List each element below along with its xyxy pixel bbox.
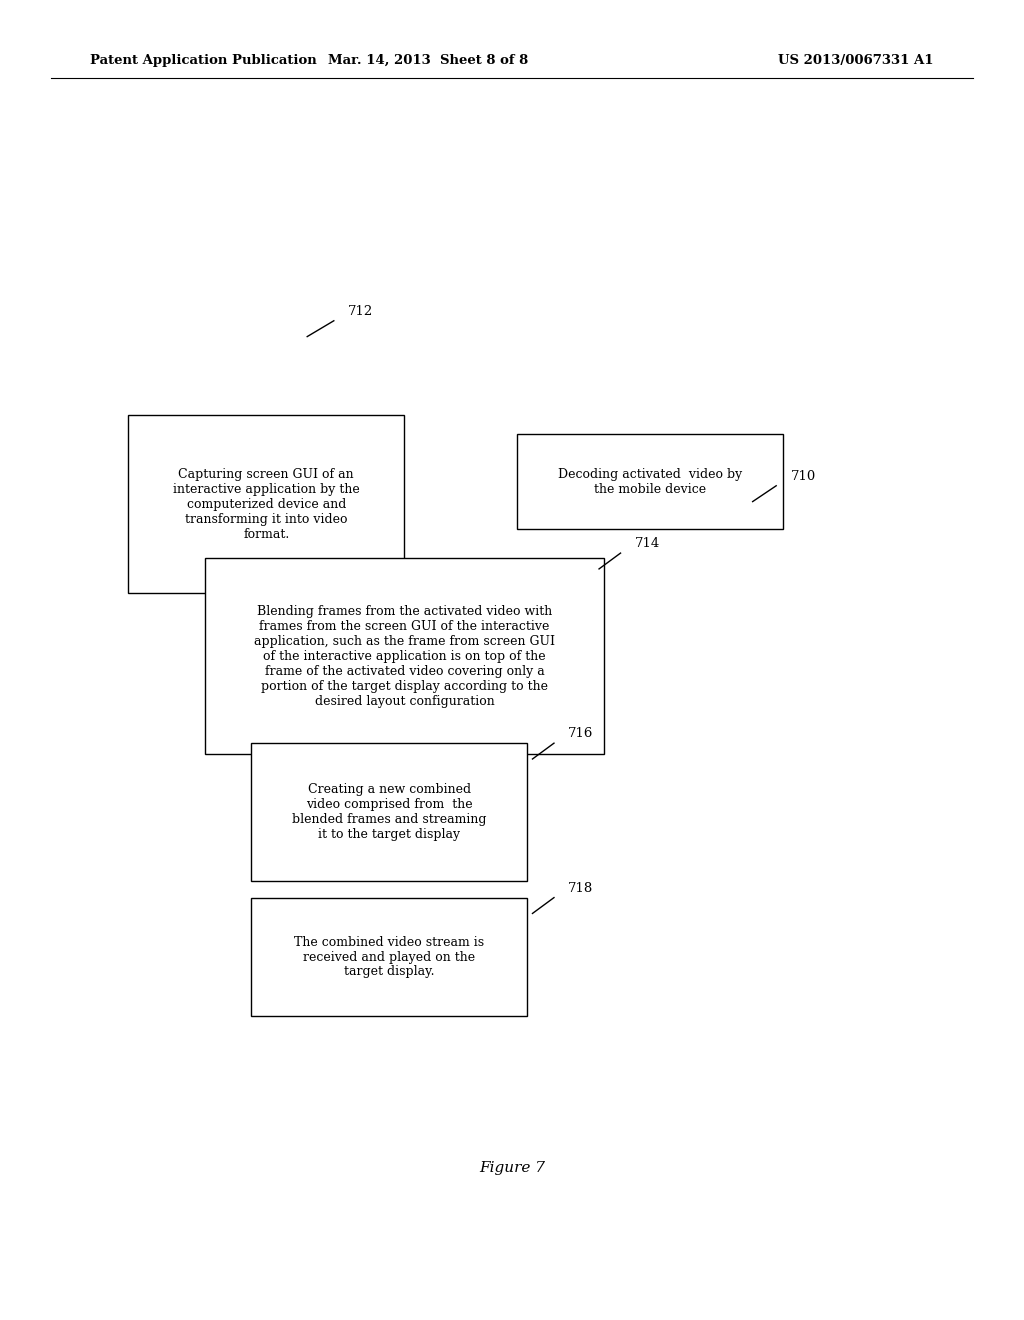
Text: 710: 710: [791, 470, 816, 483]
Text: 718: 718: [568, 882, 594, 895]
Text: Patent Application Publication: Patent Application Publication: [90, 54, 316, 67]
Bar: [251, 898, 527, 1016]
Bar: [205, 558, 604, 754]
Bar: [251, 742, 527, 882]
Text: 714: 714: [635, 537, 660, 550]
Bar: [128, 414, 404, 594]
Text: 716: 716: [568, 727, 594, 741]
Text: 712: 712: [348, 305, 374, 318]
Text: Figure 7: Figure 7: [479, 1162, 545, 1175]
Text: Creating a new combined
video comprised from  the
blended frames and streaming
i: Creating a new combined video comprised …: [292, 783, 486, 841]
Text: Mar. 14, 2013  Sheet 8 of 8: Mar. 14, 2013 Sheet 8 of 8: [328, 54, 528, 67]
Text: Decoding activated  video by
the mobile device: Decoding activated video by the mobile d…: [558, 467, 742, 496]
Text: Blending frames from the activated video with
frames from the screen GUI of the : Blending frames from the activated video…: [254, 605, 555, 708]
Text: The combined video stream is
received and played on the
target display.: The combined video stream is received an…: [294, 936, 484, 978]
Text: US 2013/0067331 A1: US 2013/0067331 A1: [778, 54, 934, 67]
Bar: [517, 434, 783, 529]
Text: Capturing screen GUI of an
interactive application by the
computerized device an: Capturing screen GUI of an interactive a…: [173, 467, 359, 541]
